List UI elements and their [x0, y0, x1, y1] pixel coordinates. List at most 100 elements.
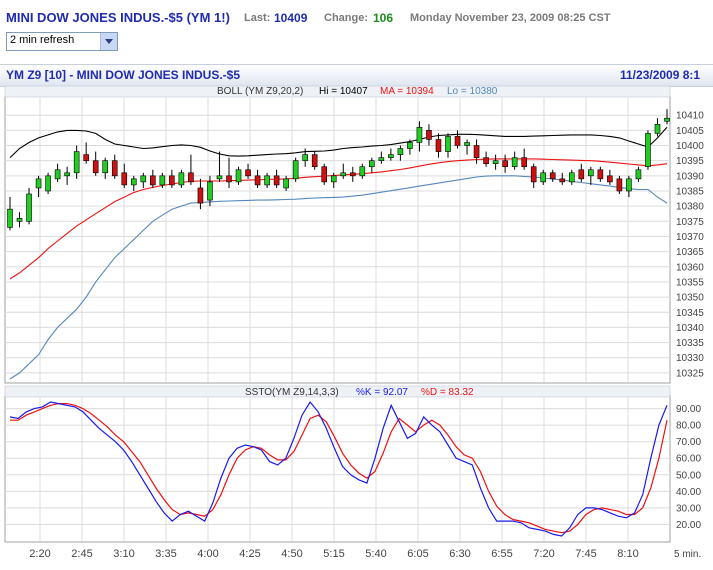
candle: [654, 118, 661, 137]
candle-body: [178, 172, 185, 186]
boll-ma-line: [9, 158, 668, 280]
candle-body: [635, 169, 642, 180]
candle-body: [597, 169, 604, 180]
candle-body: [45, 175, 51, 192]
candle: [597, 166, 604, 182]
price-y-tick: 10400: [676, 141, 704, 152]
symbol-title[interactable]: MINI DOW JONES INDUS.-$5 (YM 1!): [6, 10, 230, 25]
candle-body: [54, 169, 61, 180]
x-tick-label: 6:30: [449, 548, 470, 560]
candle: [626, 175, 632, 198]
candle: [64, 166, 70, 185]
candle-body: [264, 175, 270, 186]
x-tick-label: 5:40: [365, 548, 386, 560]
chevron-down-icon[interactable]: [100, 33, 117, 50]
candle: [83, 142, 89, 164]
candle-body: [464, 142, 470, 146]
change-value: 106: [373, 11, 394, 25]
last-label: Last:: [244, 12, 271, 24]
sto-y-tick: 30.00: [676, 503, 701, 514]
sto-k-label: %K = 92.07: [356, 387, 408, 398]
candle-body: [197, 187, 204, 204]
candle-body: [654, 123, 661, 134]
candle-body: [283, 178, 289, 189]
candle: [426, 124, 432, 146]
candle-body: [169, 175, 175, 186]
chart-header: YM Z9 [10] - MINI DOW JONES INDUS.-$5 11…: [0, 64, 713, 87]
candle: [549, 169, 556, 182]
change-label: Change:: [324, 12, 368, 24]
candle-body: [502, 160, 508, 168]
candle: [568, 169, 575, 185]
sto-panel: [4, 395, 671, 543]
sto-y-tick: 40.00: [676, 487, 701, 498]
price-y-tick: 10340: [676, 323, 704, 334]
candle-body: [83, 154, 89, 161]
candle-body: [416, 127, 423, 143]
candle: [235, 166, 242, 185]
candle: [483, 151, 489, 167]
sto-panel-label-bar: [4, 385, 671, 398]
candle: [92, 151, 99, 176]
candle: [578, 163, 585, 182]
sto-d-label: %D = 83.32: [421, 387, 474, 398]
candle: [111, 154, 118, 179]
candle-body: [121, 172, 128, 186]
refresh-select-value: 2 min refresh: [10, 34, 75, 46]
candle: [416, 121, 423, 152]
candle: [197, 178, 204, 210]
sto-y-tick: 60.00: [676, 454, 701, 465]
candle-body: [330, 175, 337, 183]
candle: [283, 175, 289, 191]
candle-body: [216, 175, 223, 180]
x-tick-label: 5:15: [323, 548, 344, 560]
x-tick-label: 7:20: [533, 548, 554, 560]
x-tick-label: 6:55: [491, 548, 512, 560]
x-tick-label: 3:35: [155, 548, 176, 560]
x-tick-label: 2:20: [29, 548, 50, 560]
candle-body: [530, 166, 537, 183]
candle: [445, 133, 451, 158]
candle: [254, 169, 261, 188]
candle-body: [273, 175, 280, 186]
candle: [321, 163, 328, 185]
candle-body: [397, 148, 404, 155]
price-y-tick: 10370: [676, 232, 704, 243]
candle-body: [340, 172, 347, 177]
candle-body: [435, 139, 442, 152]
candle: [588, 166, 594, 185]
sto-y-tick: 80.00: [676, 421, 701, 432]
price-y-tick: 10410: [676, 111, 704, 122]
candle: [454, 130, 461, 149]
candle: [7, 197, 13, 231]
candle-body: [26, 193, 32, 222]
price-y-tick: 10365: [676, 247, 704, 258]
candle-body: [369, 160, 375, 168]
candle: [226, 157, 232, 188]
price-y-tick: 10330: [676, 353, 704, 364]
chart-header-title: YM Z9 [10] - MINI DOW JONES INDUS.-$5: [6, 68, 241, 82]
candle-body: [245, 169, 251, 177]
x-tick-label: 4:00: [197, 548, 218, 560]
candle: [502, 154, 508, 173]
price-y-tick: 10385: [676, 186, 704, 197]
boll-hi-label: Hi = 10407: [319, 86, 368, 97]
boll-indicator-label: BOLL (YM Z9,20,2): [217, 86, 303, 97]
candle: [159, 172, 166, 188]
candle: [216, 151, 223, 182]
x-tick-label: 8:10: [617, 548, 638, 560]
refresh-select[interactable]: 2 min refresh: [6, 32, 118, 51]
x-tick-label: 3:10: [113, 548, 134, 560]
candle-body: [254, 175, 261, 186]
candle: [435, 133, 442, 158]
price-panel-label-bar: [4, 85, 671, 98]
candle-body: [378, 157, 385, 161]
price-y-tick: 10345: [676, 308, 704, 319]
candle: [330, 172, 337, 188]
candle-body: [73, 151, 80, 174]
candle: [607, 169, 613, 185]
candle: [388, 148, 394, 161]
sto-k-line: [9, 400, 668, 537]
candle-body: [521, 157, 527, 168]
x-tick-label: 7:45: [575, 548, 596, 560]
